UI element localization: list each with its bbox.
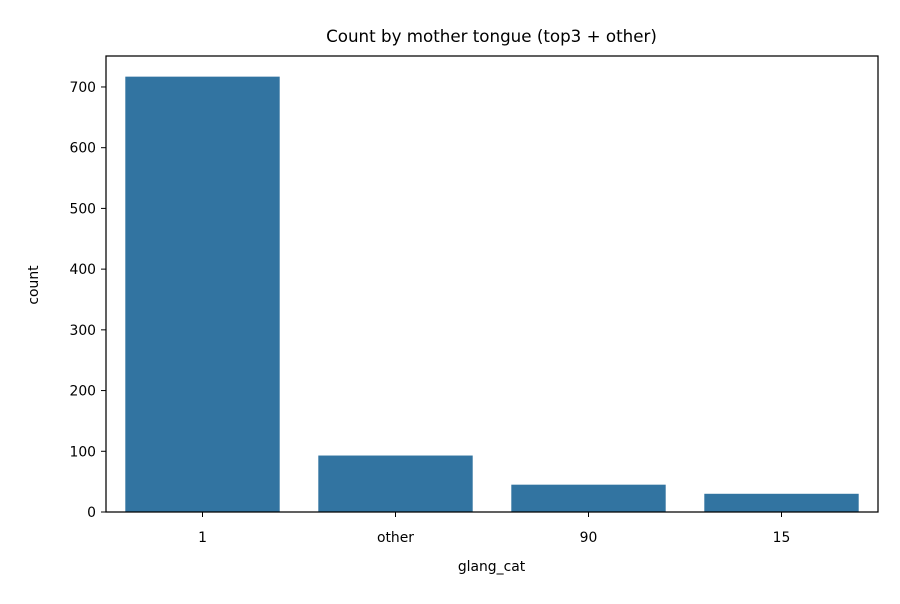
- bar-90: [511, 484, 666, 512]
- y-tick-label: 200: [69, 384, 96, 400]
- y-tick-label: 100: [69, 444, 96, 460]
- x-tick-label: other: [377, 530, 414, 546]
- x-tick-label: 1: [198, 530, 207, 546]
- y-tick-label: 400: [69, 262, 96, 278]
- bar-15: [704, 493, 859, 512]
- y-tick-label: 500: [69, 201, 96, 217]
- chart-title: Count by mother tongue (top3 + other): [326, 26, 657, 46]
- y-tick-label: 700: [69, 80, 96, 96]
- x-tick-label: 15: [773, 530, 791, 546]
- x-axis: 1 other 90 15: [198, 512, 790, 546]
- plot-frame: [105, 55, 879, 513]
- x-tick-label: 90: [580, 530, 598, 546]
- x-axis-label: glang_cat: [458, 559, 526, 575]
- bars: [125, 76, 859, 512]
- bar-1: [125, 76, 280, 512]
- y-tick-label: 600: [69, 141, 96, 157]
- y-axis-label: count: [26, 265, 42, 305]
- y-tick-label: 0: [87, 505, 96, 521]
- bar-other: [318, 455, 473, 512]
- y-axis: 0 100 200 300 400 500 600 700: [69, 80, 106, 521]
- y-tick-label: 300: [69, 323, 96, 339]
